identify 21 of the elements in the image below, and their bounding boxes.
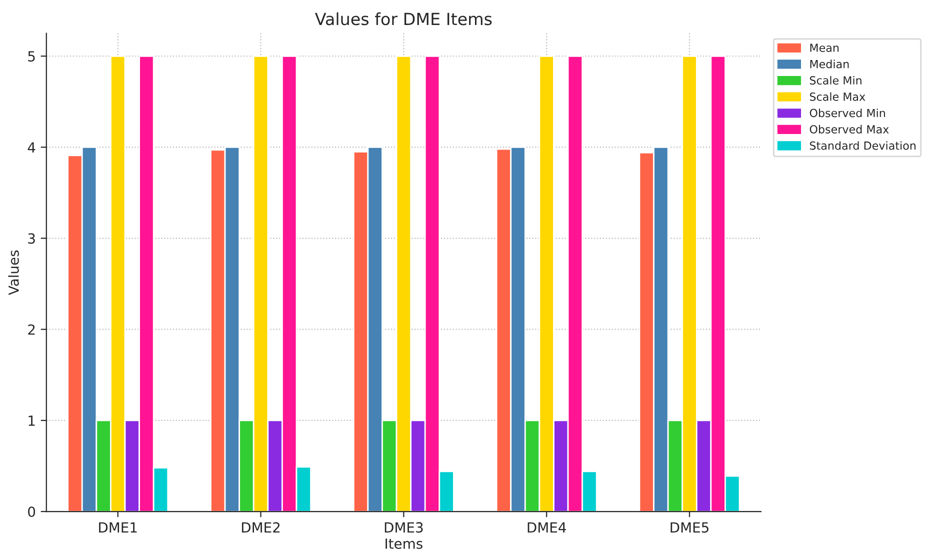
legend-label: Scale Min (810, 76, 862, 85)
y-axis-title: Values (8, 250, 19, 296)
legend-label: Median (810, 60, 849, 68)
legend-label: Observed Max (810, 124, 889, 134)
x-axis-title: Items (386, 538, 422, 549)
legend-label: Standard Deviation (810, 141, 916, 150)
y-tick-label: 3 (28, 233, 35, 244)
x-tick-label: DME1 (99, 522, 137, 532)
x-tick-label: DME3 (384, 522, 423, 533)
legend-label: Mean (810, 44, 839, 52)
y-tick-label: 1 (28, 416, 35, 426)
y-tick-label: 4 (28, 142, 36, 152)
legend-label: Scale Max (810, 92, 866, 101)
y-tick-label: 0 (28, 506, 36, 517)
x-tick-label: DME5 (670, 522, 708, 533)
x-tick-label: DME2 (242, 522, 280, 532)
chart-title: Values for DME Items (314, 12, 492, 26)
y-tick-label: 5 (28, 51, 35, 62)
legend-label: Observed Min (810, 108, 885, 118)
x-tick-label: DME4 (528, 522, 566, 532)
y-tick-label: 2 (28, 324, 35, 335)
